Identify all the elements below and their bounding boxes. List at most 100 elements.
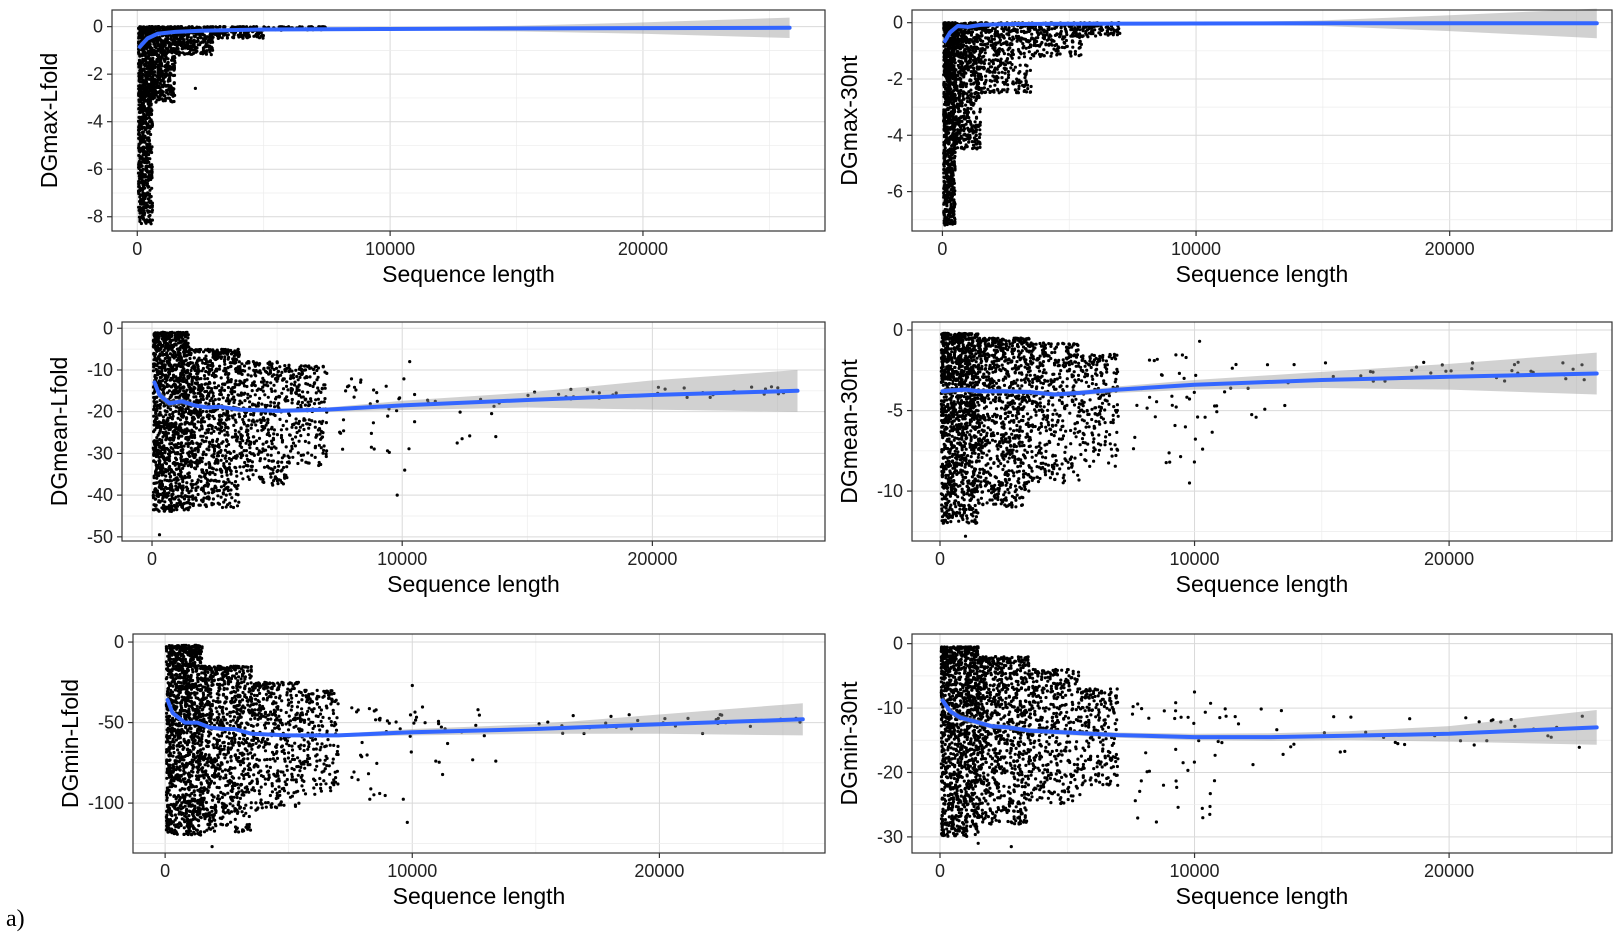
scatter-point: [947, 127, 951, 131]
scatter-point: [178, 51, 182, 55]
scatter-point: [957, 52, 962, 56]
scatter-point: [974, 97, 979, 101]
scatter-point: [1078, 45, 1082, 50]
scatter-point: [998, 38, 1003, 42]
scatter-point: [1001, 49, 1005, 53]
y-tick-label: -2: [87, 64, 103, 84]
scatter-point: [988, 84, 992, 88]
scatter-point: [151, 85, 155, 89]
scatter-point: [171, 373, 176, 377]
scatter-point: [209, 45, 213, 49]
scatter-point: [174, 456, 178, 460]
scatter-point: [973, 129, 977, 134]
scatter-point: [148, 52, 152, 56]
scatter-point: [964, 56, 968, 60]
scatter-point: [1010, 56, 1014, 60]
scatter-point: [942, 69, 947, 73]
scatter-point: [137, 166, 141, 171]
scatter-point: [962, 29, 966, 33]
scatter-point: [982, 65, 986, 69]
scatter-point: [944, 87, 948, 91]
scatter-point: [161, 44, 165, 48]
scatter-point: [946, 121, 950, 125]
scatter-point: [165, 40, 169, 44]
scatter-point: [1024, 79, 1028, 83]
scatter-point: [969, 92, 973, 96]
x-axis-title: Sequence length: [1176, 261, 1349, 287]
scatter-point: [947, 45, 951, 50]
scatter-point: [1037, 32, 1041, 36]
scatter-point: [178, 41, 182, 45]
scatter-point: [150, 124, 154, 129]
scatter-point: [946, 100, 951, 104]
scatter-point: [137, 52, 141, 56]
scatter-point: [145, 71, 149, 75]
scatter-point: [156, 44, 160, 48]
scatter-point: [975, 146, 980, 150]
scatter-point: [995, 87, 1000, 91]
scatter-point: [143, 180, 147, 184]
scatter-point: [956, 73, 960, 78]
scatter-point: [980, 34, 984, 38]
scatter-point: [138, 173, 142, 177]
scatter-point: [1028, 68, 1032, 72]
scatter-point: [137, 115, 141, 119]
scatter-point: [958, 92, 962, 96]
scatter-point: [1018, 70, 1022, 74]
scatter-point: [204, 45, 208, 49]
scatter-point: [137, 71, 141, 76]
scatter-point: [951, 156, 955, 160]
scatter-point: [137, 215, 141, 219]
scatter-point: [1010, 42, 1014, 46]
scatter-point: [152, 82, 156, 86]
scatter-point: [961, 91, 965, 95]
scatter-point: [953, 79, 958, 83]
scatter-point: [945, 195, 949, 199]
scatter-point: [988, 65, 993, 69]
scatter-point: [153, 64, 157, 68]
scatter-point: [973, 146, 977, 150]
scatter-point: [1078, 39, 1082, 43]
scatter-point: [150, 120, 154, 124]
scatter-point: [162, 80, 166, 84]
scatter-point: [984, 74, 988, 78]
scatter-point: [975, 33, 979, 37]
scatter-point: [153, 88, 157, 92]
scatter-point: [141, 134, 145, 138]
scatter-point: [997, 91, 1001, 95]
scatter-point: [974, 49, 978, 53]
scatter-point: [994, 42, 998, 47]
scatter-point: [140, 164, 144, 168]
scatter-point: [956, 34, 960, 38]
scatter-point: [1026, 83, 1030, 87]
scatter-point: [949, 110, 953, 114]
scatter-point: [225, 36, 229, 40]
scatter-point: [1047, 37, 1051, 41]
scatter-point: [140, 84, 144, 88]
scatter-point: [1022, 30, 1026, 35]
scatter-point: [1048, 33, 1052, 37]
scatter-point: [969, 73, 974, 77]
scatter-point: [967, 140, 971, 144]
scatter-point: [945, 177, 950, 181]
scatter-point: [999, 42, 1003, 47]
scatter-point: [162, 404, 166, 408]
scatter-point: [140, 147, 144, 151]
scatter-point: [1033, 51, 1038, 55]
scatter-point: [148, 42, 152, 47]
scatter-point: [1007, 73, 1011, 77]
scatter-point: [147, 136, 151, 140]
scatter-point: [1008, 46, 1012, 50]
scatter-point: [984, 90, 988, 94]
scatter-point: [1073, 34, 1077, 38]
scatter-point: [142, 157, 146, 161]
scatter-point: [959, 116, 963, 120]
scatter-point: [1050, 27, 1054, 31]
scatter-point: [147, 214, 151, 218]
scatter-point: [148, 67, 152, 71]
y-tick-label: -6: [87, 159, 103, 179]
scatter-point: [962, 49, 966, 54]
